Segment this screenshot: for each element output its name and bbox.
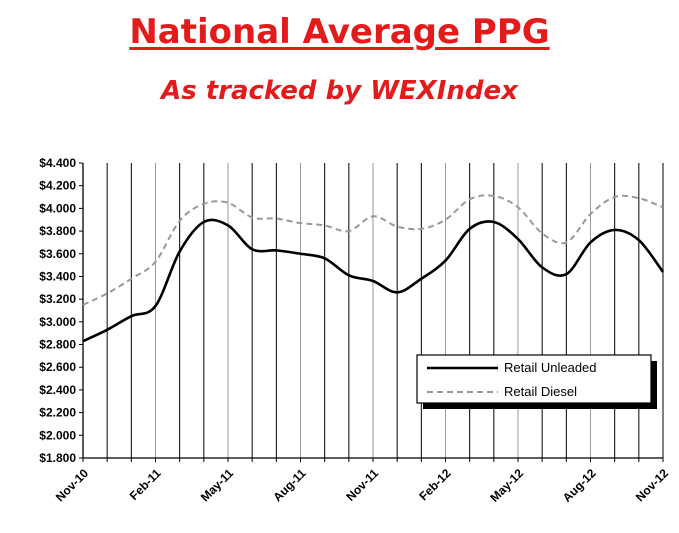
x-tick-label: Aug-12	[560, 466, 599, 505]
legend: Retail Unleaded Retail Diesel	[416, 354, 657, 409]
vertical-gridlines	[106, 163, 640, 458]
x-axis-ticks: Nov-10 Feb-11 May-11 Aug-11 Nov-11 Feb-12 May-…	[53, 458, 671, 505]
y-tick-label: $2.400	[39, 383, 76, 397]
series-line-retail-unleaded	[82, 218, 665, 343]
y-tick-label: $4.400	[39, 156, 76, 170]
series-line-retail-diesel	[82, 194, 664, 306]
y-axis-ticks: $1.800 $2.000 $2.200 $2.400 $2.600 $2.800 $3.0…	[39, 156, 83, 465]
y-tick-label: $4.000	[39, 201, 76, 215]
legend-box	[416, 354, 652, 404]
y-tick-label: $3.600	[39, 247, 76, 261]
y-tick-label: $2.200	[39, 406, 76, 420]
x-tick-label: May-12	[487, 466, 526, 505]
y-tick-label: $3.800	[39, 224, 76, 238]
x-tick-label: Nov-10	[53, 466, 91, 504]
y-tick-label: $3.200	[39, 292, 76, 306]
x-tick-label: Aug-11	[270, 466, 308, 504]
y-tick-label: $4.200	[39, 179, 76, 193]
x-tick-label: Feb-12	[416, 466, 453, 503]
y-tick-label: $3.400	[39, 269, 76, 283]
x-tick-label: Feb-11	[127, 466, 164, 503]
x-tick-label: Nov-12	[633, 466, 671, 504]
y-tick-label: $3.000	[39, 315, 76, 329]
chart-subtitle: As tracked by WEXIndex	[161, 76, 518, 106]
y-tick-label: $2.600	[39, 360, 76, 374]
legend-label-retail-diesel: Retail Diesel	[504, 384, 577, 399]
y-tick-label: $1.800	[39, 451, 76, 465]
legend-label-retail-unleaded: Retail Unleaded	[504, 360, 597, 375]
x-tick-label: Nov-11	[343, 466, 381, 504]
y-tick-label: $2.800	[39, 338, 76, 352]
series-lines	[82, 194, 665, 343]
chart-title: National Average PPG	[129, 12, 550, 52]
y-tick-label: $2.000	[39, 428, 76, 442]
x-tick-label: May-11	[198, 466, 236, 504]
